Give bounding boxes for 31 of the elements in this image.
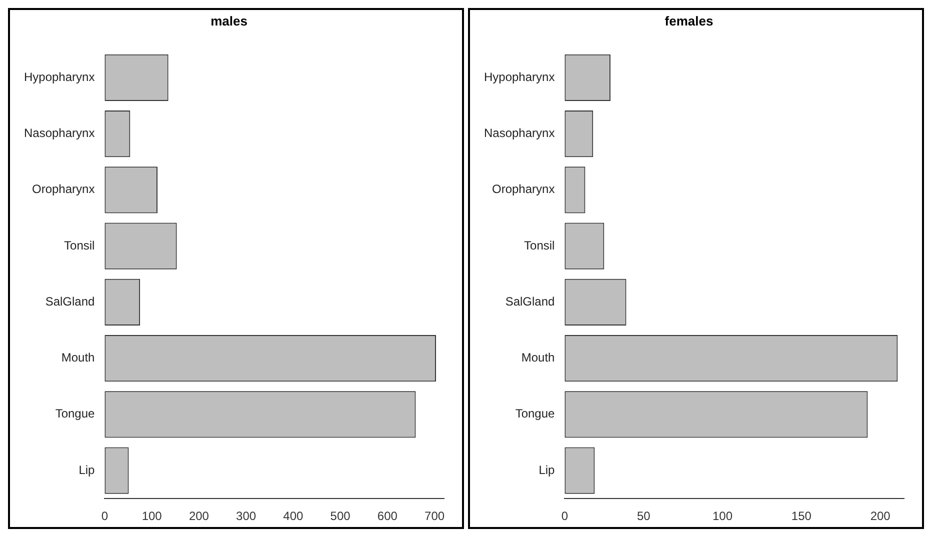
- y-tick-label: Oropharynx: [492, 182, 555, 196]
- y-tick-label: Tonsil: [64, 238, 95, 252]
- chart-title: males: [210, 13, 248, 28]
- y-tick-label: Tongue: [515, 406, 556, 421]
- y-tick-label: Tongue: [55, 406, 96, 421]
- x-tick-label: 200: [188, 509, 210, 524]
- y-tick-label: SalGland: [505, 294, 555, 308]
- y-tick-label: Nasopharynx: [484, 126, 555, 140]
- y-tick-label: Nasopharynx: [24, 126, 95, 140]
- y-tick-label: Mouth: [61, 350, 95, 365]
- x-tick-label: 100: [142, 509, 162, 524]
- y-tick-label: Mouth: [521, 350, 555, 365]
- chart-title: females: [664, 13, 714, 28]
- y-tick-label: Oropharynx: [32, 182, 95, 196]
- x-tick-label: 0: [101, 509, 108, 524]
- y-tick-label: Tonsil: [524, 238, 555, 252]
- x-tick-label: 500: [330, 509, 351, 524]
- y-tick-label: SalGland: [45, 294, 95, 308]
- y-tick-label: Lip: [538, 462, 556, 477]
- x-tick-label: 700: [424, 509, 445, 524]
- x-tick-label: 300: [236, 509, 256, 524]
- x-tick-label: 600: [377, 509, 398, 524]
- x-tick-label: 150: [791, 509, 812, 524]
- y-tick-label: Hypopharynx: [24, 70, 95, 84]
- x-tick-label: 100: [712, 509, 733, 524]
- x-tick-label: 400: [283, 509, 304, 524]
- x-tick-label: 200: [870, 509, 891, 524]
- x-tick-label: 50: [636, 509, 651, 524]
- x-tick-label: 0: [561, 509, 568, 524]
- y-tick-label: Hypopharynx: [484, 70, 555, 84]
- y-tick-label: Lip: [78, 462, 96, 477]
